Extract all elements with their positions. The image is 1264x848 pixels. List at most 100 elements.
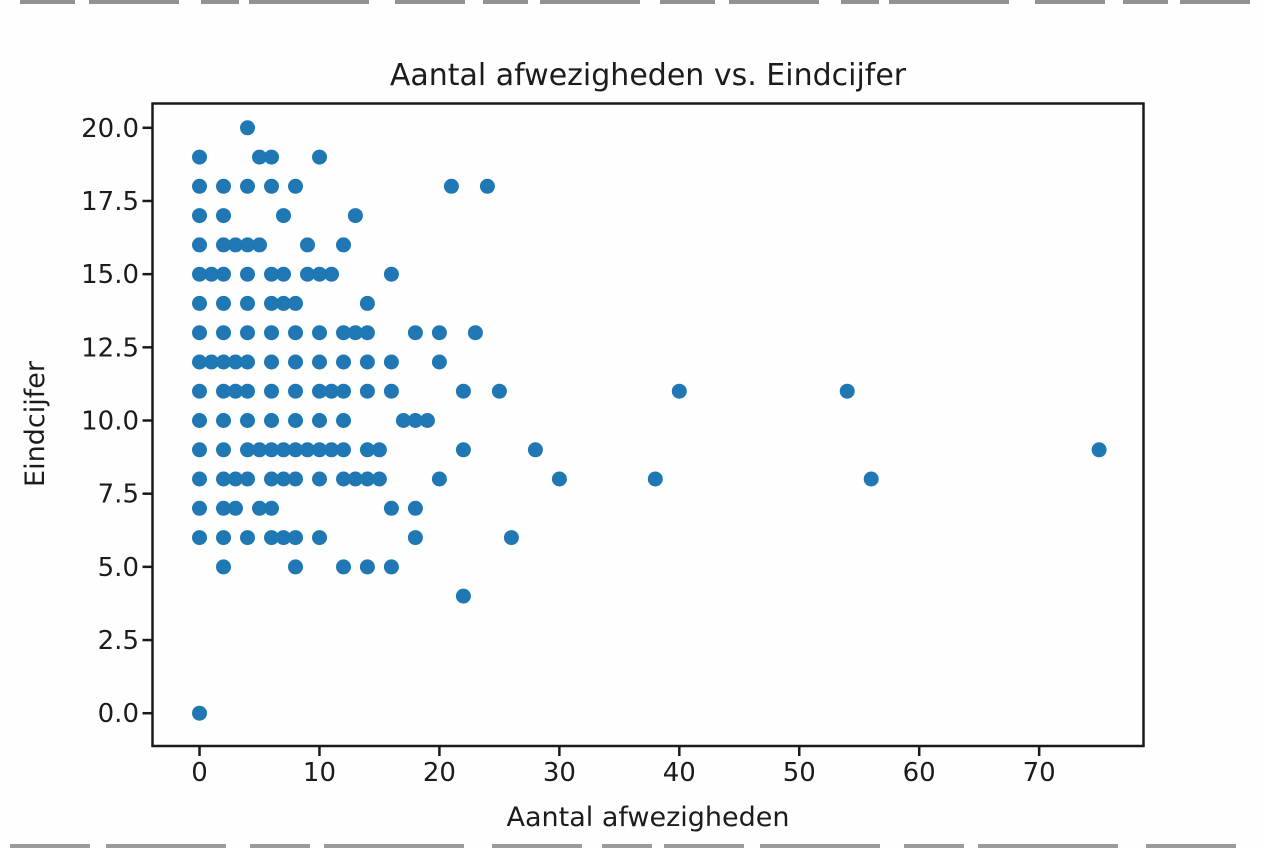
data-point xyxy=(240,266,255,282)
data-point xyxy=(240,354,255,370)
data-point xyxy=(216,325,231,341)
data-point xyxy=(204,266,219,282)
data-point xyxy=(192,325,207,341)
data-point xyxy=(216,500,231,516)
data-point xyxy=(288,442,303,458)
data-point xyxy=(264,178,279,194)
data-point xyxy=(192,500,207,516)
data-point xyxy=(312,530,327,546)
data-point xyxy=(383,500,399,516)
data-point xyxy=(336,237,351,253)
axes-ticks: 0 10 20 30 40 50 60 70 0.0 2.5 5.0 7.5 10.0 12.5 15.0 1… xyxy=(81,114,1056,788)
data-point xyxy=(264,413,279,428)
chart-title: Aantal afwezigheden vs. Eindcijfer xyxy=(390,58,907,93)
data-point xyxy=(288,178,303,194)
data-point xyxy=(383,354,399,370)
data-point xyxy=(216,413,231,428)
data-point xyxy=(300,442,315,458)
y-tick-label: 7.5 xyxy=(98,480,139,510)
data-point xyxy=(216,530,231,546)
data-point xyxy=(431,354,447,370)
data-point xyxy=(288,413,303,428)
data-point xyxy=(383,266,399,282)
data-point xyxy=(312,266,327,282)
data-point xyxy=(312,471,327,487)
data-point xyxy=(839,383,855,399)
data-point xyxy=(288,295,303,311)
data-point xyxy=(312,383,327,399)
data-point xyxy=(240,295,255,311)
y-tick-label: 2.5 xyxy=(98,626,139,656)
data-point xyxy=(455,383,471,399)
data-point xyxy=(647,471,663,487)
data-point xyxy=(240,178,255,194)
data-point xyxy=(240,325,255,341)
data-point xyxy=(192,383,207,399)
data-point xyxy=(431,471,447,487)
data-point xyxy=(300,266,315,282)
data-point xyxy=(252,149,267,165)
data-point xyxy=(300,237,315,253)
data-point xyxy=(192,530,207,546)
data-point xyxy=(192,471,207,487)
data-point xyxy=(240,237,255,253)
y-tick-label: 15.0 xyxy=(81,260,139,290)
data-point xyxy=(359,354,375,370)
data-point xyxy=(312,149,327,165)
data-point xyxy=(276,295,291,311)
data-point xyxy=(192,266,207,282)
data-point xyxy=(359,471,375,487)
data-point xyxy=(264,471,279,487)
data-point xyxy=(252,500,267,516)
data-point xyxy=(228,500,243,516)
data-point xyxy=(288,530,303,546)
data-point xyxy=(336,325,351,341)
data-point xyxy=(407,500,423,516)
data-point xyxy=(359,383,375,399)
data-point xyxy=(407,413,423,428)
data-point xyxy=(443,178,459,194)
data-point xyxy=(264,500,279,516)
data-point xyxy=(288,471,303,487)
data-point xyxy=(216,178,231,194)
data-point xyxy=(276,442,291,458)
data-point xyxy=(312,413,327,428)
data-point xyxy=(264,295,279,311)
data-point xyxy=(264,266,279,282)
x-tick-label: 20 xyxy=(423,758,456,788)
data-point xyxy=(407,530,423,546)
data-point xyxy=(347,471,363,487)
data-point xyxy=(264,354,279,370)
data-point xyxy=(192,208,207,224)
data-point xyxy=(431,325,447,341)
data-point xyxy=(419,413,435,428)
data-point xyxy=(371,471,387,487)
data-point xyxy=(240,120,255,136)
data-point xyxy=(192,442,207,458)
data-point xyxy=(359,442,375,458)
y-tick-label: 20.0 xyxy=(81,114,139,144)
data-point xyxy=(276,266,291,282)
data-point xyxy=(216,383,231,399)
data-point xyxy=(312,325,327,341)
data-point xyxy=(407,325,423,341)
data-point xyxy=(467,325,483,341)
y-tick-label: 0.0 xyxy=(98,699,139,729)
data-point xyxy=(359,295,375,311)
data-point xyxy=(240,413,255,428)
data-point xyxy=(863,471,879,487)
data-point xyxy=(228,354,243,370)
data-point xyxy=(192,705,207,721)
data-point xyxy=(228,383,243,399)
data-point xyxy=(216,559,231,575)
data-point xyxy=(336,471,351,487)
data-point xyxy=(264,325,279,341)
data-point xyxy=(359,325,375,341)
data-point xyxy=(312,354,327,370)
data-point xyxy=(216,295,231,311)
data-point xyxy=(383,559,399,575)
data-point xyxy=(240,530,255,546)
data-point xyxy=(455,442,471,458)
